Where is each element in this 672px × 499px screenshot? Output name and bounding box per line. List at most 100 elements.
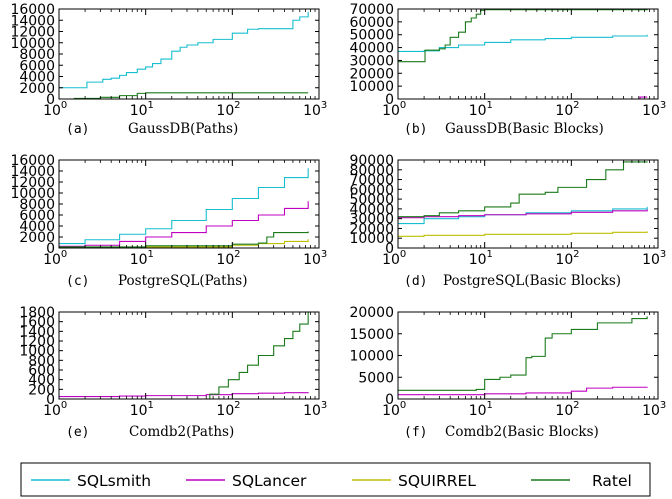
panel-4-ytick-label-1: 10000 (349, 231, 394, 247)
panel-2-series-ratel (398, 9, 648, 63)
panel-6-xtick-exp-3: 3 (660, 400, 666, 411)
panel-2-ytick-label-4: 40000 (349, 41, 394, 57)
panel-5-ytick-label-8: 1600 (19, 315, 55, 331)
panel-5-xtick-label-0: 10 (43, 403, 61, 419)
panel-4-series-ratel (398, 161, 648, 218)
panel-4-frame (397, 159, 659, 249)
panel-2-series-sqlsmith (398, 34, 648, 52)
panel-1-series-sqlsmith (59, 11, 309, 89)
panel-3-series-sqlsmith (59, 168, 309, 245)
panel-2-ytick-label-3: 30000 (349, 53, 394, 69)
panel-6-xtick-exp-0: 0 (400, 400, 406, 411)
panel-1-xtick-exp-0: 0 (61, 100, 67, 111)
panel-6-ytick-label-1: 5000 (358, 370, 394, 386)
panel-3-ytick-label-3: 6000 (19, 208, 55, 224)
legend: SQLsmith SQLancer SQUIRREL Ratel (20, 462, 651, 497)
panel-5-ytick-label-9: 1800 (19, 305, 55, 321)
panel-1-ytick-label-6: 12000 (10, 25, 55, 41)
panel-1-ytick-label-0: 0 (46, 92, 55, 108)
caption-e: Comdb2(Paths) (129, 424, 234, 440)
panel-6-ytick-label-0: 0 (385, 392, 394, 408)
panel-2-xtick-exp-3: 3 (660, 100, 666, 111)
panel-3-xtick-label-1: 10 (130, 252, 148, 268)
panel-1-ytick-label-1: 2000 (19, 81, 55, 97)
panel-1-xtick-label-1: 10 (130, 103, 148, 119)
panel-6-xtick-label-1: 10 (469, 403, 487, 419)
panel-2-ytick-label-7: 70000 (349, 2, 394, 18)
panel-3-xtick-label-2: 10 (216, 252, 234, 268)
panel-3-ytick-label-2: 4000 (19, 219, 55, 235)
caption-letter-b: (b) (404, 122, 427, 137)
panel-5-xtick-exp-0: 0 (61, 400, 67, 411)
panel-1-ytick-label-2: 4000 (19, 70, 55, 86)
panel-4-xtick-exp-3: 3 (660, 249, 666, 260)
panel-4-xtick-label-1: 10 (469, 252, 487, 268)
panel-6-xtick-label-3: 10 (642, 403, 660, 419)
panel-6-xtick-exp-1: 1 (486, 400, 492, 411)
panel-6-series-ratel (398, 316, 648, 391)
panel-4-ytick-label-8: 80000 (349, 163, 394, 179)
panel-5-ytick-label-2: 400 (28, 373, 55, 389)
panel-4-xtick-exp-1: 1 (486, 249, 492, 260)
panel-2-ytick-label-2: 20000 (349, 66, 394, 82)
panel-6-xtick-label-2: 10 (555, 403, 573, 419)
panel-3-ytick-label-6: 12000 (10, 175, 55, 191)
panel-5-xtick-exp-1: 1 (147, 400, 153, 411)
panel-3-ytick-label-0: 0 (46, 241, 55, 257)
panel-1-series-ratel (59, 92, 309, 100)
panel-2-ytick-label-0: 0 (385, 92, 394, 108)
panel-4-series-squirrel (398, 231, 648, 237)
panel-1-ytick-label-8: 16000 (10, 2, 55, 18)
panel-3-ytick-label-5: 10000 (10, 186, 55, 202)
caption-letter-a: (a) (66, 122, 89, 137)
caption-b: GaussDB(Basic Blocks) (445, 121, 604, 137)
panel-4-xtick-label-3: 10 (642, 252, 660, 268)
caption-d: PostgreSQL(Basic Blocks) (443, 273, 621, 289)
panel-2-xtick-exp-1: 1 (486, 100, 492, 111)
panel-1-ytick-label-5: 10000 (10, 36, 55, 52)
legend-label-sqlsmith: SQLsmith (77, 472, 151, 490)
panel-3-xtick-label-3: 10 (303, 252, 321, 268)
panel-5-xtick-label-2: 10 (216, 403, 234, 419)
panel-2-ytick-label-6: 60000 (349, 15, 394, 31)
panel-3-ytick-label-4: 8000 (19, 197, 55, 213)
caption-a: GaussDB(Paths) (128, 121, 238, 137)
panel-1-xtick-label-3: 10 (303, 103, 321, 119)
caption-c: PostgreSQL(Paths) (118, 273, 248, 289)
panel-2-xtick-label-0: 10 (382, 103, 400, 119)
panel-4-ytick-label-7: 70000 (349, 173, 394, 189)
panel-2-xtick-label-2: 10 (555, 103, 573, 119)
panel-5-xtick-label-3: 10 (303, 403, 321, 419)
panel-2-xtick-label-1: 10 (469, 103, 487, 119)
panel-4: 0100002000030000400005000060000700008000… (349, 153, 666, 268)
panel-3-xtick-exp-1: 1 (147, 249, 153, 260)
panel-4-ytick-label-4: 40000 (349, 202, 394, 218)
panel-5-series-ratel (59, 312, 309, 400)
panel-3-xtick-exp-3: 3 (321, 249, 327, 260)
legend-label-ratel: Ratel (592, 472, 632, 490)
panel-5-ytick-label-1: 200 (28, 382, 55, 398)
panel-4-ytick-label-2: 20000 (349, 221, 394, 237)
panel-1-ytick-label-3: 6000 (19, 58, 55, 74)
panel-3-xtick-exp-2: 2 (234, 249, 240, 260)
panel-2-xtick-exp-0: 0 (400, 100, 406, 111)
panel-6-ytick-label-4: 20000 (349, 305, 394, 321)
panel-5-ytick-label-4: 800 (28, 353, 55, 369)
panel-2-xtick-exp-2: 2 (573, 100, 579, 111)
panel-5-ytick-label-0: 0 (46, 392, 55, 408)
panel-4-ytick-label-9: 90000 (349, 153, 394, 169)
panel-5-xtick-exp-3: 3 (321, 400, 327, 411)
panel-4-xtick-label-2: 10 (555, 252, 573, 268)
panel-4-series-sqlancer (398, 209, 648, 219)
panel-4-ytick-label-5: 50000 (349, 192, 394, 208)
panel-2-ytick-label-5: 50000 (349, 28, 394, 44)
panel-5-ytick-label-3: 600 (28, 363, 55, 379)
caption-f: Comdb2(Basic Blocks) (445, 424, 599, 440)
panel-5-xtick-exp-2: 2 (234, 400, 240, 411)
panel-1-xtick-exp-2: 2 (234, 100, 240, 111)
